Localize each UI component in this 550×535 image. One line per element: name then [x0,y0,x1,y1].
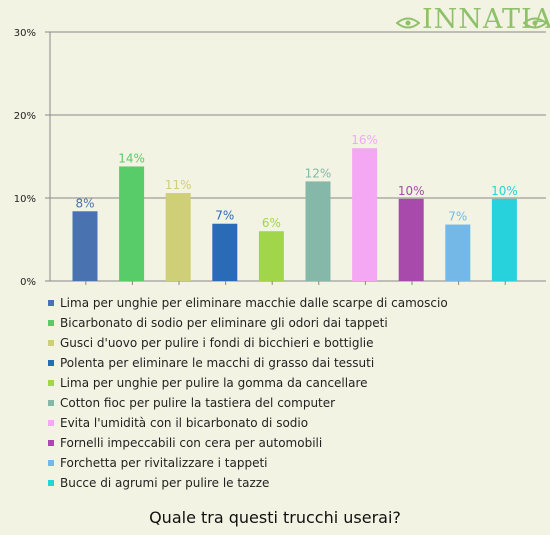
bar-value-label: 16% [351,133,378,147]
innatia-logo[interactable]: INNATIA [396,4,550,40]
bar [258,231,284,281]
bar-value-label: 12% [305,166,332,180]
legend-label: Fornelli impeccabili con cera per automo… [60,436,323,450]
legend-swatch [48,380,54,386]
y-tick-label: 20% [14,111,36,122]
legend-item: Cotton fioc per pulire la tastiera del c… [48,393,448,413]
legend-swatch [48,480,54,486]
bar [119,166,145,281]
bar [305,181,331,281]
legend-item: Lima per unghie per pulire la gomma da c… [48,373,448,393]
bar [165,193,191,281]
legend-swatch [48,360,54,366]
bar [352,148,378,281]
axes: 0% 10% 20% 30% [14,28,506,288]
legend-item: Polenta per eliminare le macchi di grass… [48,353,448,373]
legend-item: Bucce di agrumi per pulire le tazze [48,473,448,493]
bar [72,211,98,281]
legend-item: Gusci d'uovo per pulire i fondi di bicch… [48,333,448,353]
leaf-icon [523,17,547,29]
bar [212,223,238,281]
legend-swatch [48,440,54,446]
bars [72,148,517,281]
bar [398,198,424,281]
data-labels: 8% 14% 11% 7% 6% 12% 16% 10% 7% 10% [75,133,517,230]
bar [445,224,471,281]
legend-swatch [48,320,54,326]
bar-value-label: 10% [398,184,425,198]
y-tick-label: 10% [14,194,36,205]
legend-label: Evita l'umidità con il bicarbonato di so… [60,416,309,430]
legend-item: Evita l'umidità con il bicarbonato di so… [48,413,448,433]
legend-swatch [48,420,54,426]
legend-label: Bicarbonato di sodio per eliminare gli o… [60,316,388,330]
poll-question: Quale tra questi trucchi userai? [149,508,401,527]
y-tick-label: 30% [14,28,36,39]
legend-label: Polenta per eliminare le macchi di grass… [60,356,375,370]
legend-swatch [48,300,54,306]
legend-item: Lima per unghie per eliminare macchie da… [48,293,448,313]
bar-value-label: 7% [448,210,467,224]
legend-label: Cotton fioc per pulire la tastiera del c… [60,396,336,410]
legend-swatch [48,460,54,466]
legend-label: Lima per unghie per eliminare macchie da… [60,296,448,310]
bar-value-label: 14% [118,151,145,165]
legend-swatch [48,400,54,406]
legend-item: Bicarbonato di sodio per eliminare gli o… [48,313,448,333]
bar-value-label: 8% [75,196,94,210]
legend-item: Forchetta per rivitalizzare i tappeti [48,453,448,473]
legend-item: Fornelli impeccabili con cera per automo… [48,433,448,453]
bar-value-label: 11% [165,178,192,192]
y-tick-label: 0% [20,277,36,288]
leaf-icon [396,17,420,29]
legend-label: Bucce di agrumi per pulire le tazze [60,476,270,490]
legend-label: Forchetta per rivitalizzare i tappeti [60,456,268,470]
legend-label: Lima per unghie per pulire la gomma da c… [60,376,368,390]
bar-chart: 0% 10% 20% 30% 8% 14% 11% 7% 6% 12% 16% 10% 7% 10% [14,28,546,288]
chart-legend: Lima per unghie per eliminare macchie da… [48,293,448,493]
legend-swatch [48,340,54,346]
bar-value-label: 10% [491,184,518,198]
legend-label: Gusci d'uovo per pulire i fondi di bicch… [60,336,374,350]
bar-value-label: 6% [262,216,281,230]
bar-value-label: 7% [215,209,234,223]
bar [491,198,517,281]
